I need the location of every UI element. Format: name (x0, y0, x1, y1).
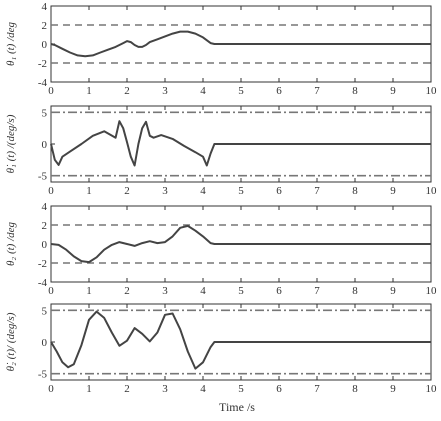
y-axis-label: θ̇₂ (t)/ (deg/s) (5, 312, 17, 371)
y-tick-label: -4 (38, 77, 48, 89)
series-line (50, 120, 431, 167)
y-tick-label: 4 (42, 201, 48, 213)
x-tick-label: 5 (238, 383, 244, 395)
x-tick-label: 1 (86, 85, 92, 97)
x-tick-label: 6 (276, 383, 282, 395)
series-line (50, 224, 431, 264)
y-tick-label: 2 (42, 20, 48, 32)
y-tick-label: 0 (42, 239, 48, 251)
x-tick-label: 5 (238, 285, 244, 297)
series-line (50, 30, 431, 58)
x-tick-label: 6 (276, 185, 282, 197)
y-tick-label: 5 (42, 305, 48, 317)
x-tick-label: 0 (48, 85, 54, 97)
y-tick-label: -5 (38, 369, 48, 381)
x-tick-label: 8 (352, 285, 358, 297)
x-tick-label: 10 (426, 85, 438, 97)
y-tick-label: -2 (38, 258, 47, 270)
x-tick-label: 7 (314, 85, 320, 97)
x-tick-label: 8 (352, 185, 358, 197)
x-tick-label: 4 (200, 85, 206, 97)
x-axis-label: Time /s (219, 400, 255, 414)
x-tick-label: 8 (352, 85, 358, 97)
y-tick-label: 5 (42, 107, 48, 119)
y-tick-label: -2 (38, 58, 47, 70)
x-tick-label: 1 (86, 383, 92, 395)
x-tick-label: 3 (162, 383, 168, 395)
x-tick-label: 9 (390, 383, 396, 395)
x-tick-label: 5 (238, 185, 244, 197)
y-tick-label: 0 (42, 139, 48, 151)
x-tick-label: 3 (162, 185, 168, 197)
y-axis-label: θ̇₁ (t) /(deg/s) (5, 114, 17, 173)
x-tick-label: 10 (426, 185, 438, 197)
x-tick-label: 7 (314, 285, 320, 297)
x-tick-label: 6 (276, 85, 282, 97)
x-tick-label: 3 (162, 285, 168, 297)
series-line (50, 310, 431, 370)
y-tick-label: -5 (38, 171, 48, 183)
x-tick-label: 2 (124, 285, 130, 297)
x-tick-label: 2 (124, 185, 130, 197)
x-tick-label: 6 (276, 285, 282, 297)
x-tick-label: 0 (48, 383, 54, 395)
y-axis-label: θ₁ (t) /deg (5, 21, 17, 66)
x-tick-label: 2 (124, 85, 130, 97)
x-tick-label: 9 (390, 85, 396, 97)
x-tick-label: 4 (200, 185, 206, 197)
y-tick-label: 0 (42, 337, 48, 349)
y-axis-label: θ₂ (t) /deg (5, 221, 17, 266)
x-tick-label: 9 (390, 285, 396, 297)
y-tick-label: 0 (42, 39, 48, 51)
x-tick-label: 7 (314, 185, 320, 197)
x-tick-label: 0 (48, 285, 54, 297)
x-tick-label: 10 (426, 285, 438, 297)
x-tick-label: 4 (200, 383, 206, 395)
panel-1: 0 1 2 3 4 5 6 7 8 9 10 -4 -2 0 2 4 θ₁ (t) /deg (5, 1, 437, 97)
x-tick-label: 7 (314, 383, 320, 395)
x-tick-label: 1 (86, 185, 92, 197)
x-tick-label: 3 (162, 85, 168, 97)
x-tick-label: 2 (124, 383, 130, 395)
x-tick-label: 9 (390, 185, 396, 197)
panel-3: 0 1 2 3 4 5 6 7 8 9 10 -4 -2 0 2 4 θ₂ (t) /deg (5, 201, 437, 297)
y-tick-label: -4 (38, 277, 48, 289)
y-tick-label: 4 (42, 1, 48, 13)
x-tick-label: 10 (426, 383, 438, 395)
x-tick-label: 8 (352, 383, 358, 395)
x-tick-label: 0 (48, 185, 54, 197)
x-tick-label: 5 (238, 85, 244, 97)
y-tick-label: 2 (42, 220, 48, 232)
x-tick-label: 4 (200, 285, 206, 297)
x-tick-label: 1 (86, 285, 92, 297)
